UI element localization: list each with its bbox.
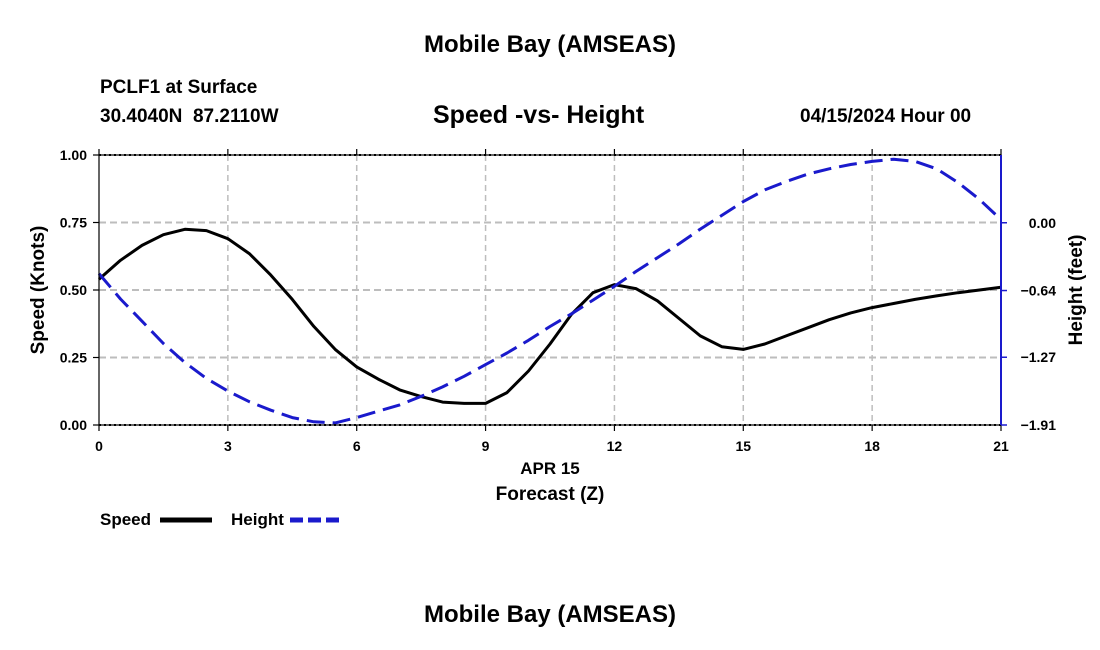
station-label: PCLF1 at Surface xyxy=(100,77,258,98)
y2-tick-label--1.91: −1.91 xyxy=(1021,417,1057,433)
y-axis-title-left: Speed (Knots) xyxy=(28,226,49,355)
forecast-datetime: 04/15/2024 Hour 00 xyxy=(800,106,972,127)
series-layer xyxy=(97,157,1003,425)
x-tick-label-9: 9 xyxy=(482,438,490,454)
chart-subtitle: Speed -vs- Height xyxy=(433,101,645,129)
grid-lines xyxy=(99,155,1001,425)
y-tick-label-0.25: 0.25 xyxy=(60,350,87,366)
coordinates-label: 30.4040N 87.2110W xyxy=(100,106,279,127)
x-tick-label-0: 0 xyxy=(95,438,103,454)
axes-layer: 0 3 6 9 12 15 18 21 0.00 0.25 0.50 0.75 1.00 0.00 −0.6… xyxy=(60,147,1056,454)
y-tick-label-0.00: 0.00 xyxy=(60,417,87,433)
x-axis-date-label: APR 15 xyxy=(520,459,580,478)
x-tick-label-3: 3 xyxy=(224,438,232,454)
y-tick-label-0.75: 0.75 xyxy=(60,215,87,231)
x-tick-label-21: 21 xyxy=(993,438,1009,454)
y-tick-label-0.50: 0.50 xyxy=(60,282,87,298)
y2-tick-label--1.27: −1.27 xyxy=(1021,349,1057,365)
y-tick-label-1.00: 1.00 xyxy=(60,147,87,163)
speed-series-line xyxy=(98,227,1002,405)
y2-tick-label-0.00: 0.00 xyxy=(1029,215,1056,231)
y-axis-title-right: Height (feet) xyxy=(1066,235,1087,346)
legend-height-label: Height xyxy=(231,510,284,529)
x-tick-label-18: 18 xyxy=(864,438,880,454)
x-axis-title: Forecast (Z) xyxy=(496,484,605,505)
legend-speed-label: Speed xyxy=(100,510,151,529)
footer-title: Mobile Bay (AMSEAS) xyxy=(423,601,677,628)
y2-tick-label--0.64: −0.64 xyxy=(1021,283,1057,299)
x-tick-label-15: 15 xyxy=(735,438,751,454)
height-series-line xyxy=(97,157,1003,425)
legend: Speed Height xyxy=(100,510,343,529)
chart-main-title: Mobile Bay (AMSEAS) xyxy=(423,31,677,58)
speed-height-chart: 0 3 6 9 12 15 18 21 0.00 0.25 0.50 0.75 1.00 0.00 −0.6… xyxy=(28,147,1087,529)
x-tick-label-6: 6 xyxy=(353,438,361,454)
x-tick-label-12: 12 xyxy=(607,438,623,454)
